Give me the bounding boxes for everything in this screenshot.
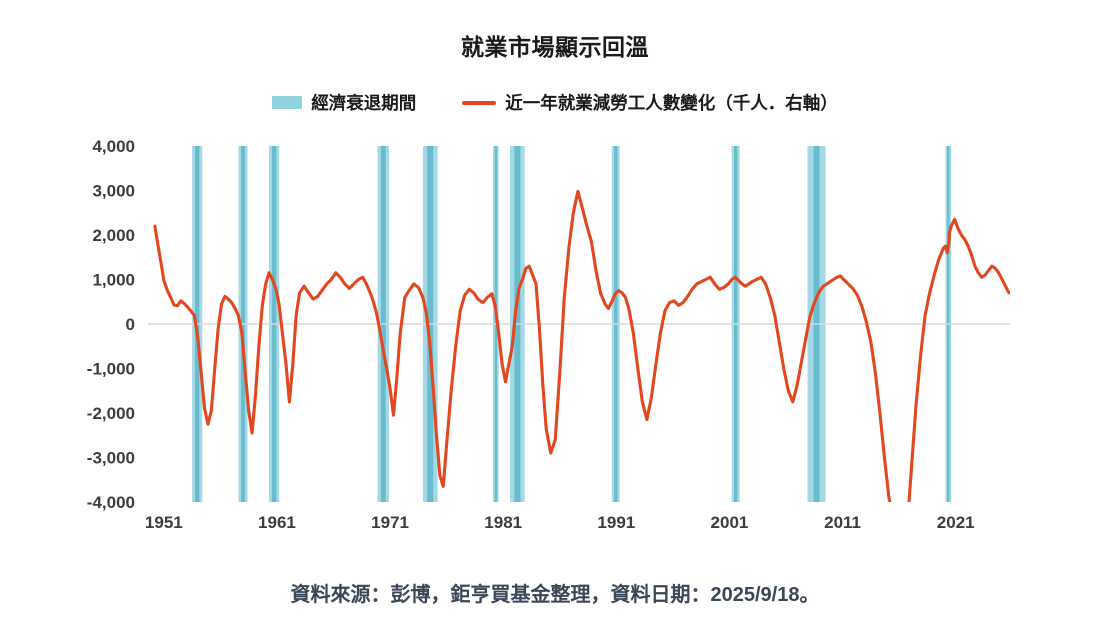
plot-area: 4,000 3,000 2,000 1,000 0 -1,000 -2,000 -3,000 -…: [87, 137, 1010, 532]
legend-label-recession: 經濟衰退期間: [311, 93, 417, 113]
y-axis-tick-label: 2,000: [92, 226, 135, 245]
y-axis-tick-label: 0: [126, 315, 135, 334]
series-group: [153, 189, 1010, 502]
x-axis-tick-label: 2011: [824, 513, 861, 532]
legend-item-recession[interactable]: 經濟衰退期間: [272, 90, 416, 115]
y-axis-tick-label: 4,000: [92, 137, 135, 156]
page-title: 就業市場顯示回溫: [461, 34, 649, 60]
chart-legend: 經濟衰退期間 近一年就業減勞工人數變化（千人．右軸）: [0, 90, 1110, 115]
legend-box-icon: [272, 96, 303, 109]
x-axis-tick-label: 1961: [258, 513, 296, 532]
x-axis-tick-label: 1981: [484, 513, 522, 532]
legend-line-icon: [462, 100, 497, 105]
chart-svg: 4,000 3,000 2,000 1,000 0 -1,000 -2,000 -3,000 -…: [87, 137, 1010, 532]
x-axis-tick-label: 2001: [711, 513, 749, 532]
x-axis-ticks: 1951 1961 1971 1981 1991 2001 2011 2021: [145, 513, 975, 532]
x-axis-tick-label: 1991: [597, 513, 635, 532]
y-axis-tick-label: -2,000: [87, 404, 135, 423]
source-note: 資料來源：彭博，鉅亨買基金整理，資料日期：2025/9/18。: [290, 584, 820, 606]
series-line-employment-change: [153, 189, 1010, 502]
legend-label-series: 近一年就業減勞工人數變化（千人．右軸）: [505, 93, 838, 113]
y-axis-tick-label: 3,000: [92, 182, 135, 201]
y-axis-tick-label: -3,000: [87, 449, 135, 468]
x-axis-tick-label: 1951: [145, 513, 183, 532]
x-axis-tick-label: 1971: [371, 513, 409, 532]
y-axis-tick-label: -4,000: [87, 493, 135, 512]
x-axis-tick-label: 2021: [937, 513, 975, 532]
y-axis-tick-label: 1,000: [92, 271, 135, 290]
legend-item-series[interactable]: 近一年就業減勞工人數變化（千人．右軸）: [462, 90, 838, 115]
y-axis-ticks: 4,000 3,000 2,000 1,000 0 -1,000 -2,000 -3,000 -…: [87, 137, 135, 512]
y-axis-tick-label: -1,000: [87, 360, 135, 379]
